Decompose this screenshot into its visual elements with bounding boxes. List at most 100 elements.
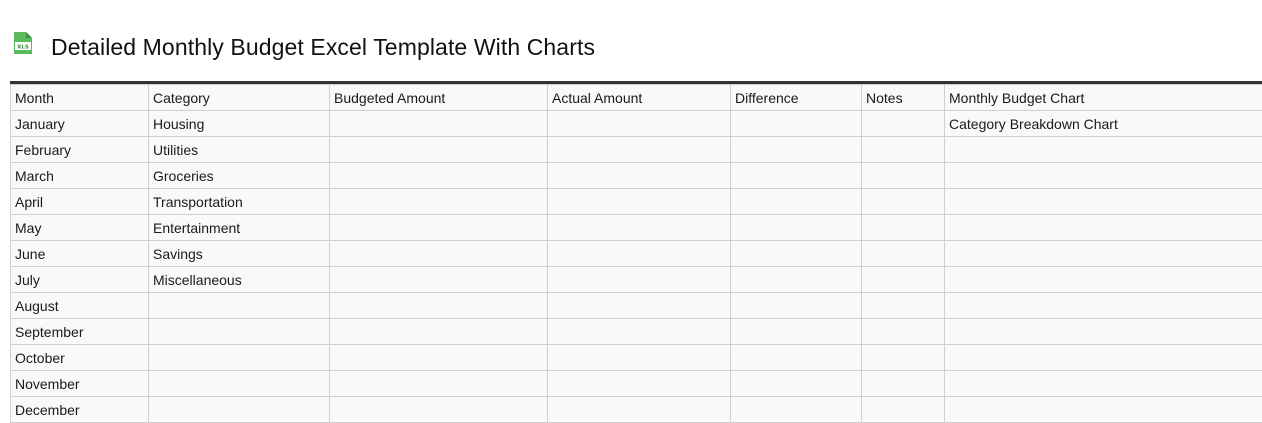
cell-month[interactable]: December xyxy=(11,397,149,423)
cell-budgeted-amount[interactable] xyxy=(330,319,548,345)
cell-category[interactable]: Housing xyxy=(149,111,330,137)
cell-monthly-budget-chart[interactable]: Category Breakdown Chart xyxy=(945,111,1262,137)
header-cell-month[interactable]: Month xyxy=(11,85,149,111)
cell-month[interactable]: February xyxy=(11,137,149,163)
cell-actual-amount[interactable] xyxy=(548,319,731,345)
cell-monthly-budget-chart[interactable] xyxy=(945,215,1262,241)
cell-budgeted-amount[interactable] xyxy=(330,163,548,189)
cell-monthly-budget-chart[interactable] xyxy=(945,371,1262,397)
cell-monthly-budget-chart[interactable] xyxy=(945,267,1262,293)
cell-category[interactable] xyxy=(149,293,330,319)
cell-month[interactable]: July xyxy=(11,267,149,293)
cell-difference[interactable] xyxy=(731,371,862,397)
cell-actual-amount[interactable] xyxy=(548,189,731,215)
cell-month[interactable]: October xyxy=(11,345,149,371)
cell-notes[interactable] xyxy=(862,371,945,397)
cell-month[interactable]: April xyxy=(11,189,149,215)
cell-difference[interactable] xyxy=(731,267,862,293)
table-row: September xyxy=(11,319,1262,345)
cell-notes[interactable] xyxy=(862,215,945,241)
cell-difference[interactable] xyxy=(731,215,862,241)
cell-difference[interactable] xyxy=(731,397,862,423)
header-cell-category[interactable]: Category xyxy=(149,85,330,111)
header-cell-actual-amount[interactable]: Actual Amount xyxy=(548,85,731,111)
cell-difference[interactable] xyxy=(731,345,862,371)
cell-actual-amount[interactable] xyxy=(548,345,731,371)
cell-notes[interactable] xyxy=(862,397,945,423)
cell-budgeted-amount[interactable] xyxy=(330,215,548,241)
cell-actual-amount[interactable] xyxy=(548,163,731,189)
cell-monthly-budget-chart[interactable] xyxy=(945,397,1262,423)
cell-month[interactable]: June xyxy=(11,241,149,267)
cell-actual-amount[interactable] xyxy=(548,293,731,319)
header-cell-budgeted-amount[interactable]: Budgeted Amount xyxy=(330,85,548,111)
cell-difference[interactable] xyxy=(731,319,862,345)
cell-category[interactable] xyxy=(149,397,330,423)
cell-actual-amount[interactable] xyxy=(548,215,731,241)
cell-monthly-budget-chart[interactable] xyxy=(945,189,1262,215)
cell-budgeted-amount[interactable] xyxy=(330,137,548,163)
cell-actual-amount[interactable] xyxy=(548,137,731,163)
cell-month[interactable]: May xyxy=(11,215,149,241)
cell-difference[interactable] xyxy=(731,189,862,215)
cell-notes[interactable] xyxy=(862,189,945,215)
cell-actual-amount[interactable] xyxy=(548,371,731,397)
cell-actual-amount[interactable] xyxy=(548,267,731,293)
cell-notes[interactable] xyxy=(862,163,945,189)
cell-budgeted-amount[interactable] xyxy=(330,241,548,267)
cell-monthly-budget-chart[interactable] xyxy=(945,163,1262,189)
cell-monthly-budget-chart[interactable] xyxy=(945,345,1262,371)
cell-category[interactable] xyxy=(149,371,330,397)
cell-month[interactable]: November xyxy=(11,371,149,397)
cell-notes[interactable] xyxy=(862,293,945,319)
cell-difference[interactable] xyxy=(731,111,862,137)
svg-text:XLS: XLS xyxy=(17,44,29,50)
cell-month[interactable]: September xyxy=(11,319,149,345)
cell-category[interactable] xyxy=(149,319,330,345)
cell-category[interactable]: Utilities xyxy=(149,137,330,163)
cell-budgeted-amount[interactable] xyxy=(330,267,548,293)
cell-notes[interactable] xyxy=(862,241,945,267)
cell-difference[interactable] xyxy=(731,163,862,189)
table-row: August xyxy=(11,293,1262,319)
cell-monthly-budget-chart[interactable] xyxy=(945,137,1262,163)
cell-budgeted-amount[interactable] xyxy=(330,371,548,397)
cell-notes[interactable] xyxy=(862,319,945,345)
cell-month[interactable]: January xyxy=(11,111,149,137)
cell-budgeted-amount[interactable] xyxy=(330,111,548,137)
cell-actual-amount[interactable] xyxy=(548,111,731,137)
table-row: October xyxy=(11,345,1262,371)
header-cell-monthly-budget-chart[interactable]: Monthly Budget Chart xyxy=(945,85,1262,111)
cell-monthly-budget-chart[interactable] xyxy=(945,319,1262,345)
cell-monthly-budget-chart[interactable] xyxy=(945,293,1262,319)
cell-budgeted-amount[interactable] xyxy=(330,345,548,371)
cell-difference[interactable] xyxy=(731,293,862,319)
cell-notes[interactable] xyxy=(862,111,945,137)
cell-category[interactable]: Groceries xyxy=(149,163,330,189)
cell-month[interactable]: August xyxy=(11,293,149,319)
header-cell-notes[interactable]: Notes xyxy=(862,85,945,111)
cell-budgeted-amount[interactable] xyxy=(330,397,548,423)
cell-monthly-budget-chart[interactable] xyxy=(945,241,1262,267)
cell-notes[interactable] xyxy=(862,345,945,371)
header-cell-difference[interactable]: Difference xyxy=(731,85,862,111)
cell-notes[interactable] xyxy=(862,137,945,163)
cell-difference[interactable] xyxy=(731,137,862,163)
cell-category[interactable]: Miscellaneous xyxy=(149,267,330,293)
cell-budgeted-amount[interactable] xyxy=(330,189,548,215)
cell-category[interactable]: Entertainment xyxy=(149,215,330,241)
cell-category[interactable] xyxy=(149,345,330,371)
cell-category[interactable]: Savings xyxy=(149,241,330,267)
cell-budgeted-amount[interactable] xyxy=(330,293,548,319)
table-row: November xyxy=(11,371,1262,397)
cell-notes[interactable] xyxy=(862,267,945,293)
cell-category[interactable]: Transportation xyxy=(149,189,330,215)
table-row: December xyxy=(11,397,1262,423)
cell-actual-amount[interactable] xyxy=(548,397,731,423)
cell-difference[interactable] xyxy=(731,241,862,267)
cell-month[interactable]: March xyxy=(11,163,149,189)
cell-actual-amount[interactable] xyxy=(548,241,731,267)
